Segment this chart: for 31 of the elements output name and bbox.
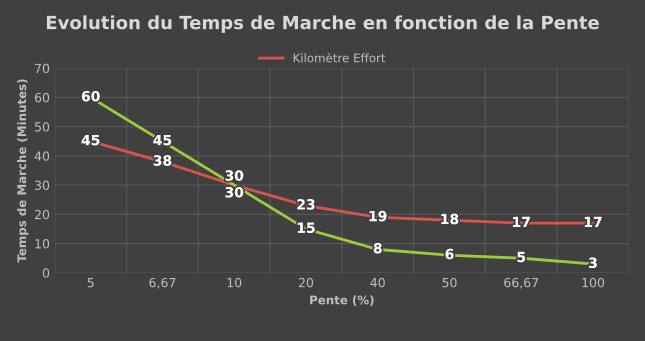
- x-tick-label: 5: [88, 278, 94, 288]
- data-label: 17: [513, 216, 530, 227]
- y-tick-label: 30: [35, 180, 50, 190]
- data-label: 45: [82, 134, 100, 146]
- y-tick-label: 20: [34, 210, 50, 220]
- y-tick-label: 40: [34, 151, 50, 161]
- chart-title: Evolution du Temps de Marche en fonction de la Pente: [46, 15, 599, 33]
- data-label: 30: [225, 186, 244, 198]
- y-tick-label: 10: [35, 239, 50, 248]
- legend-label: Kilomètre Effort: [294, 52, 386, 62]
- x-tick-label: 50: [442, 278, 457, 288]
- data-label: 17: [584, 216, 602, 227]
- data-label: 23: [297, 199, 315, 210]
- y-tick-label: 70: [35, 64, 50, 74]
- x-tick-label: 40: [370, 278, 385, 288]
- y-tick-label: 60: [34, 92, 50, 102]
- y-tick-label: 0: [42, 268, 50, 278]
- x-tick-label: 6,67: [149, 278, 176, 289]
- data-label: 19: [370, 210, 387, 222]
- x-tick-label: 10: [228, 278, 242, 288]
- y-axis-title: Temps de Marche (Minutes): [17, 79, 28, 262]
- data-label: 30: [225, 170, 244, 181]
- x-axis-title: Pente (%): [310, 295, 374, 306]
- x-tick-label: 20: [298, 278, 314, 288]
- x-tick-label: 66,67: [504, 278, 538, 289]
- y-tick-label: 50: [35, 122, 50, 132]
- data-label: 6: [446, 248, 454, 260]
- data-label: 8: [374, 242, 382, 254]
- data-label: 60: [82, 90, 100, 102]
- data-label: 5: [517, 252, 526, 262]
- x-tick-label: 100: [582, 278, 604, 288]
